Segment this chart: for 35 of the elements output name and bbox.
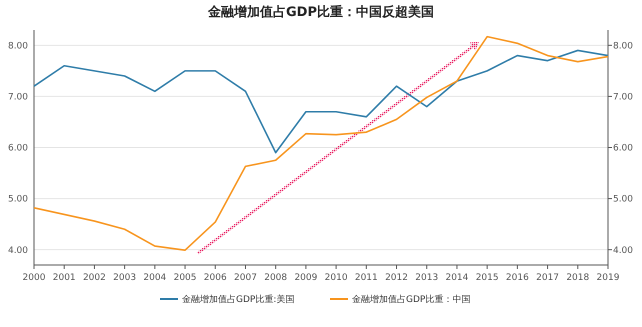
y2-tick-label: 4.00 bbox=[612, 246, 634, 256]
x-tick-label: 2001 bbox=[52, 273, 76, 283]
x-tick-label: 2005 bbox=[174, 273, 197, 283]
x-tick-label: 2012 bbox=[385, 273, 408, 283]
x-tick-label: 2006 bbox=[204, 273, 227, 283]
x-tick-label: 2014 bbox=[445, 273, 469, 283]
x-tick-label: 2013 bbox=[415, 273, 438, 283]
y2-tick-label: 5.00 bbox=[612, 194, 634, 205]
legend-label: 金融增加值占GDP比重:美国 bbox=[182, 294, 294, 306]
legend-label: 金融增加值占GDP比重：中国 bbox=[352, 294, 470, 306]
y2-tick-label: 7.00 bbox=[612, 92, 634, 103]
x-tick-label: 2007 bbox=[234, 273, 257, 283]
x-tick-label: 2003 bbox=[113, 273, 136, 283]
x-tick-label: 2015 bbox=[476, 273, 499, 283]
x-tick-label: 2019 bbox=[596, 273, 620, 283]
y-tick-label: 8.00 bbox=[8, 41, 28, 52]
y2-tick-label: 8.00 bbox=[612, 41, 634, 52]
chart-title: 金融增加值占GDP比重：中国反超美国 bbox=[207, 4, 434, 20]
y2-tick-label: 6.00 bbox=[612, 144, 634, 154]
x-tick-label: 2009 bbox=[294, 273, 318, 283]
line-series bbox=[33, 50, 609, 154]
x-tick-label: 2008 bbox=[264, 273, 288, 283]
x-tick-label: 2018 bbox=[566, 273, 590, 283]
y-tick-label: 7.00 bbox=[8, 92, 28, 103]
y-tick-label: 5.00 bbox=[8, 194, 28, 205]
line-series bbox=[33, 36, 609, 251]
x-tick-label: 2002 bbox=[82, 273, 106, 283]
x-tick-label: 2004 bbox=[143, 273, 167, 283]
x-tick-label: 2017 bbox=[536, 273, 560, 283]
y-tick-label: 4.00 bbox=[8, 246, 28, 256]
x-tick-label: 2011 bbox=[354, 273, 378, 283]
x-tick-label: 2016 bbox=[506, 273, 530, 283]
x-tick-label: 2000 bbox=[22, 273, 46, 283]
y-tick-label: 6.00 bbox=[8, 144, 28, 154]
x-tick-label: 2010 bbox=[324, 273, 348, 283]
